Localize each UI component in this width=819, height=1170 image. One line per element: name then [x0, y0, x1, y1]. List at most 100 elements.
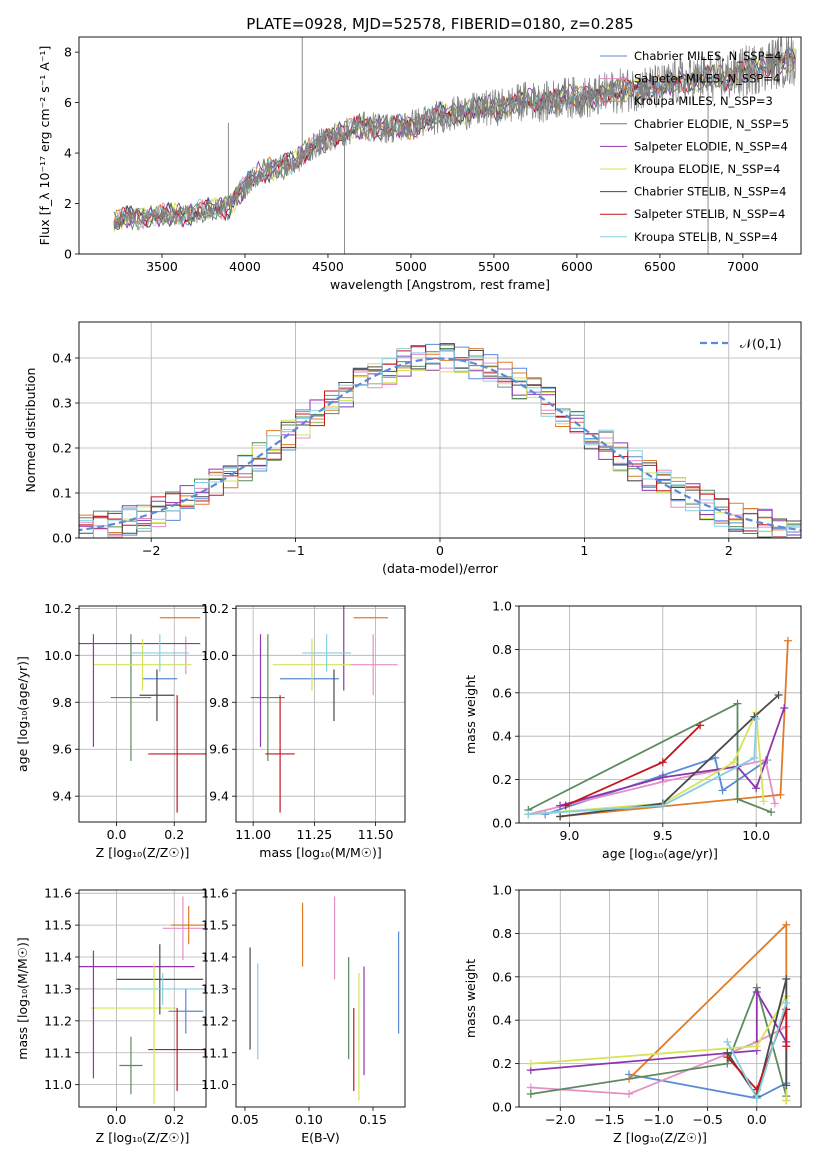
- y-axis-label: mass [log₁₀(M/M☉)]: [15, 937, 30, 1059]
- weight-marker: [782, 920, 791, 929]
- plot-area: [79, 343, 801, 538]
- x-tick-label: 1: [580, 543, 588, 558]
- x-axis-label: wavelength [Angstrom, rest frame]: [330, 277, 550, 292]
- weight-line: [528, 711, 765, 816]
- weight-marker: [782, 1096, 791, 1105]
- axes-frame: [78, 889, 207, 1108]
- y-tick-label: 0.4: [492, 1013, 512, 1028]
- y-tick-label: 10.2: [201, 601, 229, 616]
- x-axis-label: E(B-V): [301, 1130, 340, 1145]
- weight-marker: [696, 721, 705, 730]
- weight-marker: [526, 1089, 535, 1098]
- legend-label: Kroupa ELODIE, N_SSP=4: [634, 162, 780, 176]
- y-tick-label: 9.4: [209, 789, 229, 804]
- y-axis-label: mass weight: [463, 959, 478, 1038]
- weight-line: [560, 640, 789, 818]
- mass-weight-vs-metallicity-panel: −2.0 −1.5 −1.0 −0.5 0.0 0.0 0.2 0.4 0.6 0.8 1.0 Z […: [463, 883, 802, 1145]
- weight-marker: [718, 786, 727, 795]
- y-tick-label: 9.8: [209, 695, 229, 710]
- axes-frame: [78, 605, 207, 823]
- x-tick-label: 0.0: [747, 1112, 767, 1127]
- x-tick-label: 5000: [395, 259, 427, 274]
- weight-marker: [776, 790, 785, 799]
- y-tick-label: 0.6: [492, 969, 512, 984]
- weight-marker: [658, 801, 667, 810]
- legend-label: Kroupa MILES, N_SSP=3: [634, 94, 773, 108]
- weight-marker: [561, 801, 570, 810]
- x-tick-label: 10.0: [742, 828, 770, 843]
- y-tick-label: 9.6: [209, 742, 229, 757]
- weight-marker: [752, 1094, 761, 1103]
- y-axis-label: Normed distribution: [23, 368, 38, 493]
- plot-area: [250, 606, 398, 813]
- y-tick-label: 10.0: [201, 648, 229, 663]
- y-tick-label: 11.1: [201, 1045, 229, 1060]
- x-tick-label: 6500: [644, 259, 676, 274]
- y-tick-label: 0.2: [52, 441, 72, 456]
- y-tick-label: 11.0: [44, 1077, 72, 1092]
- y-tick-label: 11.3: [44, 981, 72, 996]
- x-tick-label: 0.05: [231, 1112, 259, 1127]
- y-tick-label: 11.6: [201, 886, 229, 901]
- weight-marker: [711, 753, 720, 762]
- x-tick-label: 5500: [478, 259, 510, 274]
- weight-marker: [774, 690, 783, 699]
- weight-marker: [733, 699, 742, 708]
- x-tick-label: 11.00: [235, 827, 271, 842]
- x-axis-label: Z [log₁₀(Z/Z☉)]: [613, 1130, 707, 1145]
- weight-marker: [541, 810, 550, 819]
- weight-marker: [723, 1037, 732, 1046]
- x-tick-label: −1: [286, 543, 304, 558]
- y-tick-label: 0.1: [52, 486, 72, 501]
- mass-vs-metallicity-panel: 0.0 0.2 11.0 11.1 11.2 11.3 11.4 11.5 11.6 Z [log…: [15, 886, 207, 1145]
- weight-marker: [556, 812, 565, 821]
- x-tick-label: −1.5: [594, 1112, 624, 1127]
- y-axis-label: mass weight: [463, 675, 478, 754]
- plot-area: [113, 37, 797, 254]
- y-tick-label: 0.2: [492, 772, 512, 787]
- weight-marker: [767, 808, 776, 817]
- x-tick-label: 9.5: [653, 828, 673, 843]
- plot-area: [79, 617, 206, 813]
- x-tick-label: −2.0: [545, 1112, 575, 1127]
- y-tick-label: 11.2: [201, 1013, 229, 1028]
- y-tick-label: 0.2: [492, 1056, 512, 1071]
- normal-curve: [79, 357, 801, 532]
- x-tick-label: 0.10: [295, 1112, 323, 1127]
- weight-marker: [782, 974, 791, 983]
- x-tick-label: 2: [725, 543, 733, 558]
- legend-label: Chabrier MILES, N_SSP=4: [634, 49, 781, 63]
- y-tick-label: 0.6: [492, 685, 512, 700]
- x-axis-label: age [log₁₀(age/yr)]: [602, 846, 718, 861]
- x-tick-label: 6000: [561, 259, 593, 274]
- y-tick-label: 11.4: [201, 950, 229, 965]
- weight-marker: [752, 714, 761, 723]
- histogram-step: [79, 348, 801, 538]
- x-tick-label: 0: [436, 543, 444, 558]
- figure-title: PLATE=0928, MJD=52578, FIBERID=0180, z=0…: [246, 15, 633, 33]
- weight-marker: [782, 998, 791, 1007]
- age-vs-mass-panel: 11.00 11.25 11.50 9.4 9.6 9.8 10.0 10.2 mass [lo…: [201, 601, 406, 860]
- x-tick-label: 4000: [229, 259, 261, 274]
- y-tick-label: 11.6: [44, 886, 72, 901]
- weight-marker: [733, 795, 742, 804]
- y-tick-label: 11.2: [44, 1013, 72, 1028]
- age-vs-metallicity-panel: 0.0 0.2 9.4 9.6 9.8 10.0 10.2 Z [log₁₀(Z/Z☉)] ag…: [15, 601, 207, 860]
- legend-label: Chabrier ELODIE, N_SSP=5: [634, 117, 789, 131]
- y-tick-label: 11.5: [201, 918, 229, 933]
- y-tick-label: 0: [64, 247, 72, 262]
- plot-area: [526, 920, 791, 1105]
- y-tick-label: 11.1: [44, 1045, 72, 1060]
- weight-line: [528, 759, 776, 816]
- x-tick-label: 3500: [146, 259, 178, 274]
- x-axis-label: Z [log₁₀(Z/Z☉)]: [96, 1130, 190, 1145]
- mass-weight-vs-age-panel: 9.0 9.5 10.0 0.0 0.2 0.4 0.6 0.8 1.0 age [log₁₀(a…: [463, 599, 802, 861]
- y-tick-label: 2: [64, 196, 72, 211]
- data-spectrum-line: [113, 37, 797, 231]
- weight-marker: [729, 758, 738, 767]
- y-tick-label: 9.4: [52, 789, 72, 804]
- y-tick-label: 0.4: [492, 729, 512, 744]
- spectrum-panel: 3500 4000 4500 5000 5500 6000 6500 7000 0 2 4 6 8 wav…: [37, 36, 802, 292]
- weight-line: [528, 718, 758, 816]
- y-tick-label: 0.4: [52, 351, 72, 366]
